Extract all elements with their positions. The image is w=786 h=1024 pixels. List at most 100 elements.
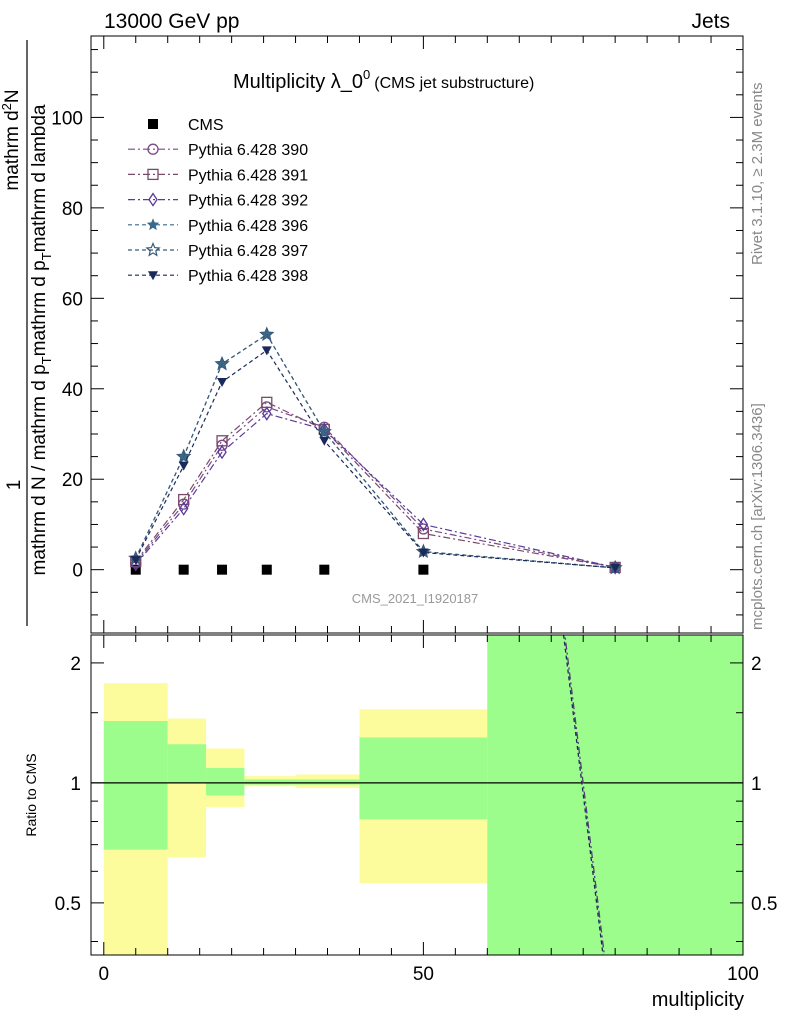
legend-item: Pythia 6.428 390 bbox=[128, 142, 308, 159]
series-pythia-2 bbox=[130, 396, 621, 574]
series-line bbox=[135, 412, 616, 568]
data-point bbox=[178, 493, 190, 506]
band-inner bbox=[244, 779, 296, 785]
y-tick-label: 80 bbox=[62, 199, 83, 220]
y-tick-label: 60 bbox=[62, 289, 83, 310]
data-point bbox=[217, 564, 228, 575]
ratio-line bbox=[562, 635, 604, 955]
x-tick-label: 100 bbox=[727, 964, 759, 985]
title-subtitle: (CMS jet substructure) bbox=[374, 75, 534, 92]
ylabel-part-c: mathrm d lambda bbox=[29, 104, 50, 252]
ratio-frame bbox=[90, 634, 744, 956]
ylabel-part-d: mathrm d bbox=[2, 110, 23, 190]
band-inner bbox=[359, 737, 488, 820]
data-point bbox=[610, 563, 621, 573]
series-pythia-4 bbox=[129, 328, 622, 574]
data-point bbox=[214, 355, 230, 371]
series-line bbox=[135, 401, 616, 568]
series-cms bbox=[130, 564, 429, 575]
ylabel-part-e: N bbox=[2, 89, 23, 103]
ratio-y-tick-label: 0.5 bbox=[55, 894, 81, 915]
watermark: CMS_2021_I1920187 bbox=[352, 591, 479, 606]
data-point bbox=[316, 423, 333, 439]
ratio-y-tick-label-right: 2 bbox=[751, 654, 762, 675]
legend-label: Pythia 6.428 390 bbox=[188, 142, 308, 159]
data-point bbox=[418, 548, 429, 558]
legend-label: Pythia 6.428 398 bbox=[188, 268, 308, 285]
data-point bbox=[178, 564, 189, 575]
data-point bbox=[261, 564, 272, 575]
y-axis-label: 1 mathrm d N / mathrm d pTmathrm d pTmat… bbox=[0, 40, 54, 626]
series-pythia-5 bbox=[128, 326, 623, 575]
legend-marker bbox=[146, 218, 160, 231]
data-point bbox=[418, 564, 429, 575]
data-point bbox=[178, 461, 189, 471]
legend-item: Pythia 6.428 398 bbox=[128, 268, 308, 285]
title-text: Multiplicity λ_0 bbox=[233, 71, 363, 93]
legend-item: Pythia 6.428 391 bbox=[128, 167, 308, 184]
data-point bbox=[262, 406, 272, 421]
y-tick-label: 40 bbox=[62, 380, 83, 401]
series-pythia-6 bbox=[130, 346, 621, 573]
data-point bbox=[259, 326, 275, 342]
data-point bbox=[178, 501, 189, 516]
ratio-bands bbox=[91, 635, 743, 955]
ratio-y-tick-label-right: 1 bbox=[751, 774, 762, 795]
legend-label: Pythia 6.428 397 bbox=[188, 243, 308, 260]
ylabel-sub-b: T bbox=[39, 252, 54, 260]
data-point bbox=[261, 346, 272, 356]
legend-marker bbox=[147, 143, 159, 155]
ratio-y-tick-label-right: 0.5 bbox=[751, 894, 777, 915]
series-line bbox=[135, 406, 616, 568]
legend-item: CMS bbox=[148, 117, 224, 134]
ratio-plot-panel: 0.5 0.5 1 1 2 2 0 50 100 bbox=[55, 634, 777, 985]
x-tick-label: 50 bbox=[413, 964, 434, 985]
ratio-y-label: Ratio to CMS bbox=[23, 753, 39, 836]
y-label-numerator-top: mathrm d2N bbox=[0, 89, 23, 190]
y-label-numerator-one: 1 bbox=[4, 480, 25, 491]
ratio-y-tick-label: 2 bbox=[70, 654, 81, 675]
legend-marker bbox=[145, 241, 161, 257]
ylabel-part-b: mathrm d p bbox=[29, 260, 50, 356]
side-label-mcplots: mcplots.cern.ch [arXiv:1306.3436] bbox=[749, 403, 766, 630]
y-tick-label: 20 bbox=[62, 470, 83, 491]
main-title: Multiplicity λ_00 (CMS jet substructure) bbox=[233, 67, 534, 93]
legend-item: Pythia 6.428 397 bbox=[128, 241, 308, 260]
band-inner bbox=[295, 779, 360, 785]
y-tick-label: 100 bbox=[51, 108, 83, 129]
series-line bbox=[135, 333, 616, 569]
ylabel-sub-a: T bbox=[39, 356, 54, 364]
band-inner bbox=[206, 767, 245, 796]
ratio-y-tick-label: 1 bbox=[70, 774, 81, 795]
data-point bbox=[319, 564, 330, 575]
band-inner bbox=[487, 635, 743, 955]
series-line bbox=[135, 349, 616, 569]
header-category: Jets bbox=[691, 10, 730, 33]
main-frame bbox=[90, 35, 744, 634]
series-pythia-1 bbox=[130, 401, 621, 574]
legend-label: Pythia 6.428 391 bbox=[188, 167, 308, 184]
band-inner bbox=[167, 744, 207, 783]
title-superscript: 0 bbox=[363, 67, 370, 82]
side-label-rivet: Rivet 3.1.10, ≥ 2.3M events bbox=[749, 83, 766, 266]
legend-marker bbox=[148, 271, 158, 281]
data-point bbox=[130, 555, 141, 565]
data-point bbox=[319, 436, 330, 446]
ratio-line bbox=[564, 635, 605, 955]
legend-item: Pythia 6.428 392 bbox=[128, 192, 308, 210]
series-pythia-3 bbox=[130, 406, 620, 575]
data-point bbox=[217, 377, 228, 387]
band-inner bbox=[103, 720, 168, 850]
header-process: 13000 GeV pp bbox=[104, 10, 239, 33]
data-point bbox=[417, 527, 430, 540]
series-line bbox=[135, 333, 616, 569]
legend-label: Pythia 6.428 392 bbox=[188, 193, 308, 210]
band-outer bbox=[167, 718, 207, 858]
ylabel-sup: 2 bbox=[0, 103, 14, 110]
legend-label: CMS bbox=[188, 117, 224, 134]
y-label-denominator: mathrm d N / mathrm d pTmathrm d pTmathr… bbox=[29, 104, 54, 575]
data-point bbox=[176, 448, 192, 464]
legend-label: Pythia 6.428 396 bbox=[188, 218, 308, 235]
ylabel-part-a: mathrm d N / mathrm d p bbox=[29, 364, 50, 575]
